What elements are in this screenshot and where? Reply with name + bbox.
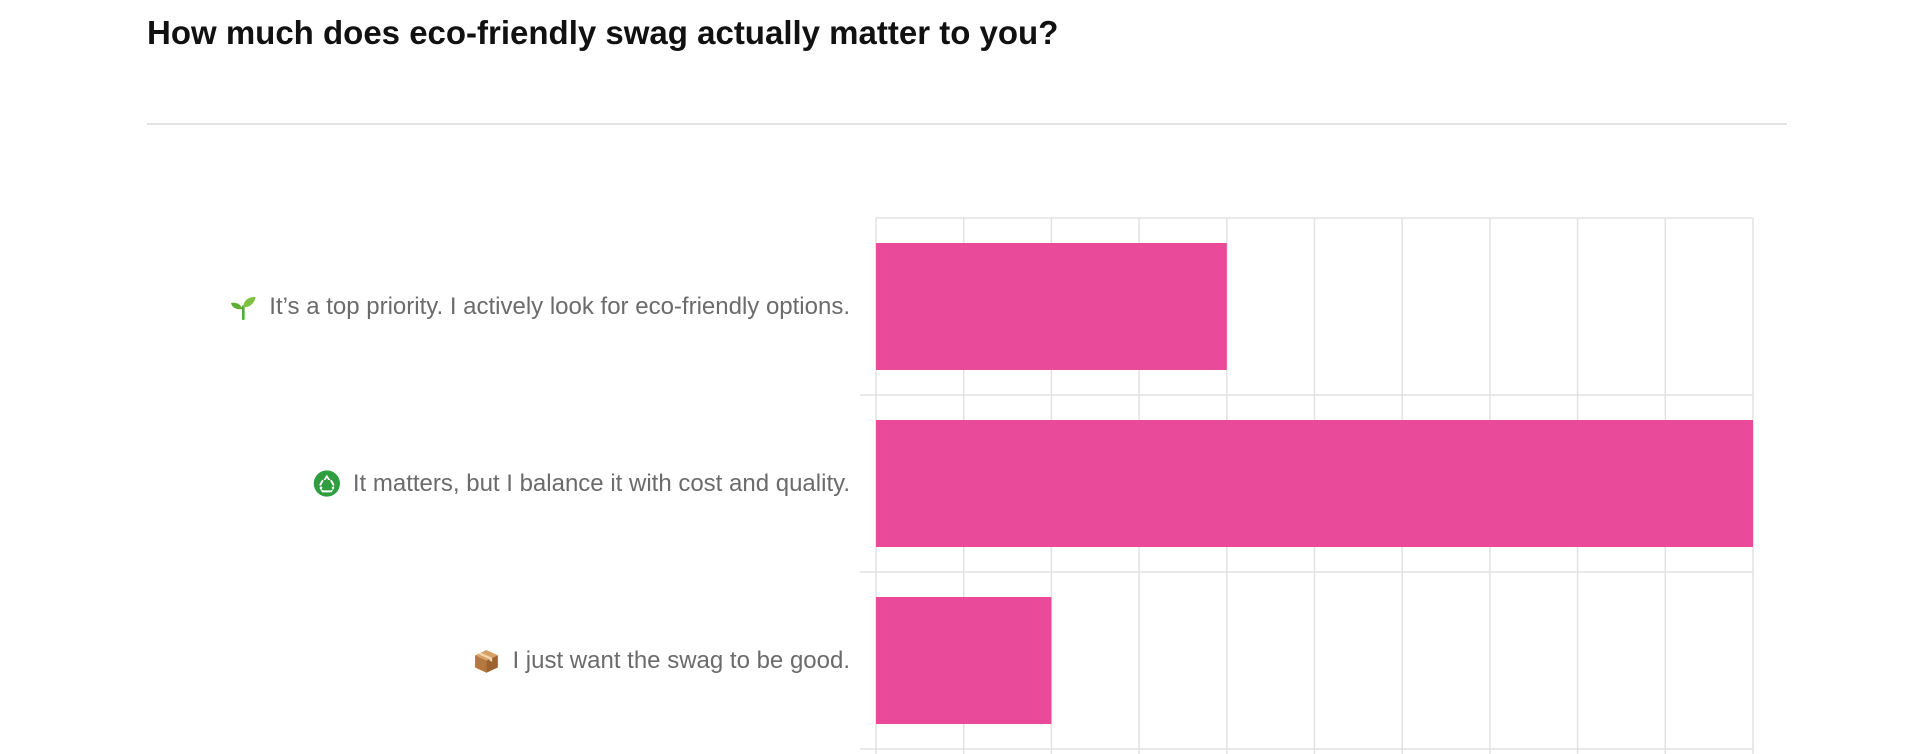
bar bbox=[876, 420, 1753, 547]
category-label: I just want the swag to be good. bbox=[512, 647, 850, 674]
package-icon bbox=[475, 650, 498, 673]
bar bbox=[876, 243, 1227, 370]
bar bbox=[876, 597, 1052, 724]
seedling-icon bbox=[229, 295, 257, 321]
recycle-icon bbox=[312, 469, 341, 498]
category-label: It’s a top priority. I actively look for… bbox=[269, 293, 850, 320]
category-label: It matters, but I balance it with cost a… bbox=[353, 470, 850, 497]
question-title: How much does eco-friendly swag actually… bbox=[147, 14, 1059, 51]
chart-category-labels: It’s a top priority. I actively look for… bbox=[229, 293, 850, 674]
chart-bars bbox=[876, 243, 1753, 724]
title-divider bbox=[147, 123, 1787, 125]
